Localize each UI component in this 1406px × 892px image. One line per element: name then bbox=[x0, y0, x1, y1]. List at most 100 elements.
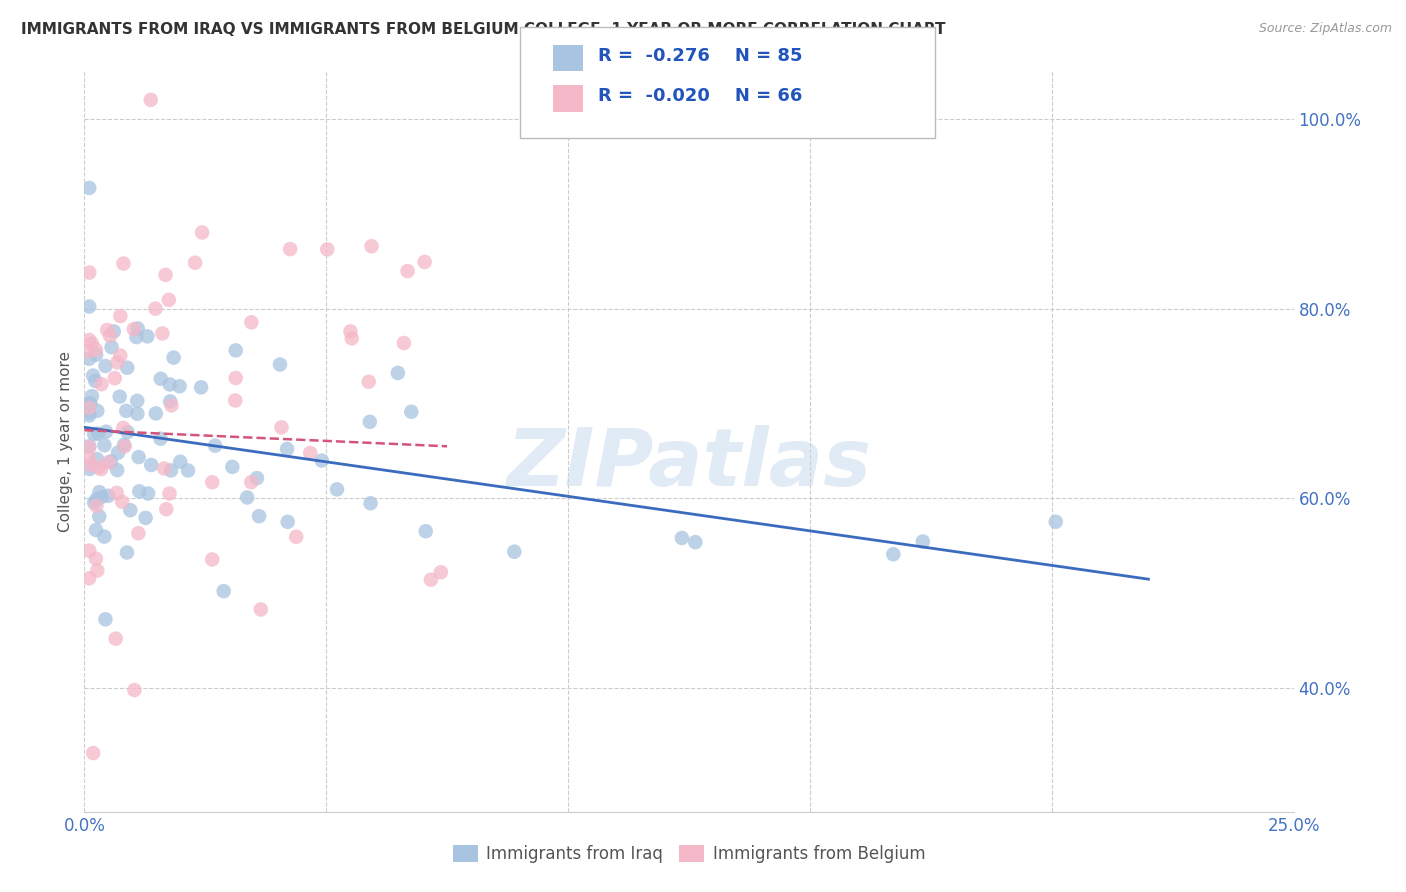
Point bbox=[110, 309, 132, 323]
Point bbox=[157, 293, 180, 307]
Point bbox=[357, 375, 380, 389]
Point bbox=[225, 371, 247, 385]
Point bbox=[105, 463, 128, 477]
Point bbox=[153, 461, 176, 475]
Text: ZIPatlas: ZIPatlas bbox=[506, 425, 872, 503]
Point bbox=[104, 632, 127, 646]
Point bbox=[112, 256, 135, 270]
Text: IMMIGRANTS FROM IRAQ VS IMMIGRANTS FROM BELGIUM COLLEGE, 1 YEAR OR MORE CORRELAT: IMMIGRANTS FROM IRAQ VS IMMIGRANTS FROM … bbox=[21, 22, 946, 37]
Point bbox=[162, 351, 184, 365]
Point bbox=[77, 401, 100, 415]
Point bbox=[84, 343, 107, 357]
Point bbox=[127, 407, 149, 421]
Point bbox=[77, 458, 100, 472]
Text: R =  -0.276    N = 85: R = -0.276 N = 85 bbox=[598, 47, 801, 65]
Point bbox=[89, 485, 111, 500]
Point bbox=[124, 683, 146, 698]
Point bbox=[155, 268, 177, 282]
Point bbox=[98, 328, 121, 343]
Point bbox=[911, 534, 934, 549]
Point bbox=[430, 566, 453, 580]
Text: R =  -0.020    N = 66: R = -0.020 N = 66 bbox=[598, 87, 801, 105]
Point bbox=[77, 439, 100, 453]
Point bbox=[77, 571, 100, 585]
Point bbox=[316, 243, 339, 257]
Point bbox=[159, 394, 181, 409]
Point bbox=[160, 463, 183, 477]
Point bbox=[94, 425, 117, 439]
Point bbox=[169, 379, 191, 393]
Point bbox=[86, 404, 108, 418]
Point bbox=[225, 343, 247, 358]
Point bbox=[160, 398, 183, 412]
Point bbox=[340, 331, 363, 345]
Point bbox=[87, 460, 110, 475]
Point bbox=[177, 463, 200, 477]
Point bbox=[104, 371, 127, 385]
Point bbox=[159, 486, 181, 500]
Point bbox=[82, 368, 104, 383]
Point bbox=[169, 455, 191, 469]
Point bbox=[360, 496, 382, 510]
Point bbox=[77, 351, 100, 366]
Point bbox=[145, 406, 167, 420]
Point bbox=[149, 372, 172, 386]
Point bbox=[311, 453, 333, 467]
Point bbox=[127, 321, 149, 335]
Point bbox=[84, 492, 107, 507]
Point bbox=[84, 523, 107, 537]
Point bbox=[77, 543, 100, 558]
Point bbox=[671, 531, 693, 545]
Point bbox=[77, 181, 100, 195]
Point bbox=[93, 530, 115, 544]
Point bbox=[221, 459, 243, 474]
Point bbox=[83, 495, 105, 509]
Point bbox=[246, 471, 269, 485]
Point bbox=[77, 440, 100, 454]
Point bbox=[326, 483, 349, 497]
Point bbox=[100, 340, 122, 354]
Point bbox=[127, 393, 149, 408]
Point bbox=[1045, 515, 1067, 529]
Point bbox=[201, 475, 224, 490]
Point bbox=[249, 602, 271, 616]
Point bbox=[149, 432, 172, 446]
Point bbox=[278, 242, 301, 256]
Point bbox=[882, 547, 904, 561]
Point bbox=[115, 545, 138, 559]
Point bbox=[117, 425, 139, 439]
Point bbox=[360, 239, 382, 253]
Point bbox=[77, 406, 100, 420]
Point bbox=[247, 509, 270, 524]
Point bbox=[79, 266, 101, 280]
Point bbox=[77, 451, 100, 466]
Point bbox=[285, 530, 308, 544]
Point bbox=[184, 256, 207, 270]
Point bbox=[90, 377, 112, 392]
Point bbox=[240, 475, 263, 490]
Point bbox=[139, 93, 162, 107]
Point bbox=[89, 509, 111, 524]
Point bbox=[415, 524, 437, 539]
Point bbox=[145, 301, 167, 316]
Y-axis label: College, 1 year or more: College, 1 year or more bbox=[58, 351, 73, 532]
Point bbox=[125, 330, 148, 344]
Point bbox=[204, 439, 226, 453]
Point bbox=[392, 336, 415, 351]
Point bbox=[77, 300, 100, 314]
Point bbox=[79, 396, 101, 410]
Point bbox=[111, 495, 134, 509]
Point bbox=[103, 325, 125, 339]
Point bbox=[79, 462, 101, 476]
Point bbox=[299, 446, 322, 460]
Point bbox=[84, 374, 107, 388]
Point bbox=[236, 491, 259, 505]
Point bbox=[94, 359, 117, 373]
Point bbox=[100, 454, 122, 468]
Point bbox=[77, 344, 100, 359]
Point bbox=[107, 446, 129, 460]
Point bbox=[84, 348, 107, 362]
Point bbox=[685, 535, 707, 549]
Point bbox=[387, 366, 409, 380]
Point bbox=[80, 389, 103, 403]
